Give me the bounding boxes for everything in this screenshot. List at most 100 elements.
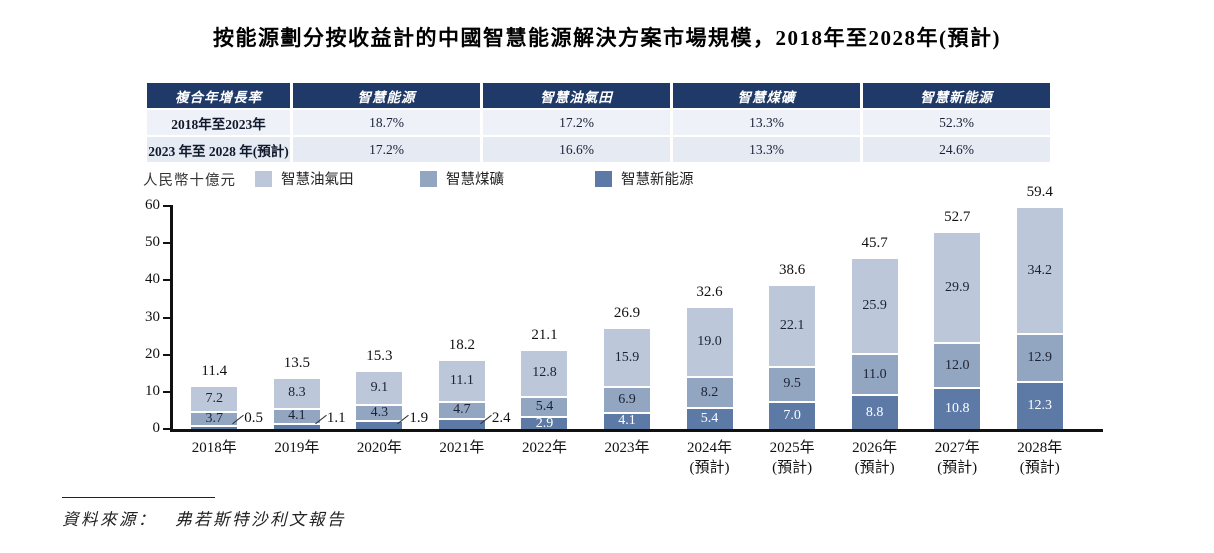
segment-value-label: 9.1 [370,380,389,395]
y-tick-label: 30 [145,308,160,325]
segment-value-label-outside: 1.9 [409,410,429,426]
bar-group: 18.2 2.4 11.1 4.7 [421,206,511,429]
bar-segment-智慧煤礦: 8.2 [686,378,733,409]
bar-segment-智慧新能源: 2.9 [521,415,568,431]
segment-value-label: 15.9 [614,349,640,365]
x-tick-label: 2023年 [586,438,669,479]
stacked-bar: 7.2 3.7 [191,386,238,429]
bar-segment-智慧油氣田: 11.1 [438,361,485,403]
bar-total-label: 52.7 [944,209,971,226]
bar-segment-智慧煤礦: 12.9 [1016,335,1063,384]
bar-group: 13.5 1.1 8.3 4.1 [256,206,346,429]
table-header-cagr: 複合年增長率 [147,83,290,108]
table-cell: 24.6% [863,137,1050,162]
bar-segment-智慧油氣田: 25.9 [851,259,898,356]
segment-value-label: 8.3 [288,385,306,401]
x-tick-year: 2021年 [439,440,485,456]
bar-total-label: 18.2 [448,337,476,354]
table-cell: 13.3% [673,137,860,162]
segment-value-label: 2.9 [535,415,554,431]
table-cell: 52.3% [863,110,1050,135]
bar-segment-智慧油氣田: 22.1 [769,285,816,368]
segment-value-label: 4.3 [370,404,389,420]
segment-value-label-outside: 2.4 [491,410,511,426]
source-name: 弗若斯特沙利文報告 [175,510,346,529]
bar-total-label: 45.7 [861,235,888,252]
bar-group: 38.6 22.1 9.5 7.0 [751,206,834,429]
stacked-bar: 19.0 8.2 5.4 [686,307,733,429]
x-tick-year: 2019年 [274,440,320,456]
segment-value-label: 4.1 [288,408,306,424]
legend-label: 智慧新能源 [621,172,694,188]
y-tick-mark [163,242,170,245]
segment-value-label: 12.9 [1027,350,1052,366]
stacked-bar: 11.1 4.7 [438,361,485,429]
bar-total-label: 21.1 [531,326,558,343]
x-tick-year: 2027年 [934,440,980,456]
x-tick-year: 2018年 [191,440,237,456]
y-tick-mark [163,316,170,319]
bar-group: 21.1 12.8 5.4 2.9 [503,206,586,431]
source-note: 資料來源： 弗若斯特沙利文報告 [62,506,346,530]
bar-segment-智慧煤礦: 6.9 [604,388,650,414]
bar-group: 59.4 34.2 12.9 12.3 [998,184,1081,429]
legend-swatch-icon [420,171,437,187]
table-header-smart-new-energy: 智慧新能源 [863,83,1050,108]
source-divider [62,497,215,498]
y-tick-mark [163,205,170,207]
bar-segment-智慧油氣田: 12.8 [521,350,568,399]
segment-value-label: 5.4 [535,399,554,415]
bar-segment-智慧油氣田: 9.1 [356,372,403,406]
y-tick-mark [163,428,170,430]
bar-segment-智慧煤礦: 4.3 [356,404,403,422]
y-axis-unit-label: 人民幣十億元 [143,173,236,189]
table-cell: 17.2% [293,137,480,162]
bar-segment-智慧油氣田: 8.3 [273,378,320,410]
x-tick-note: (預計) [937,460,978,477]
segment-value-label: 4.1 [618,413,636,429]
segment-value-label-outside: 1.1 [326,410,346,426]
source-label: 資料來源： [62,510,157,529]
bar-segment-智慧新能源 [438,420,485,429]
bar-segment-智慧煤礦: 4.1 [273,408,320,425]
segment-value-label: 12.8 [532,365,557,381]
x-tick-label: 2018年 [173,438,256,479]
stacked-bar: 12.8 5.4 2.9 [521,350,568,431]
stacked-bar: 29.9 12.0 10.8 [934,233,981,429]
bar-segment-智慧油氣田: 15.9 [604,329,650,389]
bar-group: 52.7 29.9 12.0 10.8 [916,206,999,429]
bar-total-label: 13.5 [283,354,310,371]
y-tick-label: 0 [152,420,161,436]
segment-value-label: 4.7 [453,402,471,418]
segment-value-label: 6.9 [618,392,636,408]
segment-value-label: 5.4 [700,410,719,426]
segment-value-label: 9.5 [783,376,801,392]
bar-group: 26.9 15.9 6.9 4.1 [586,206,669,429]
bar-segment-智慧新能源: 8.8 [851,396,898,429]
bar-segment-智慧新能源: 10.8 [934,388,981,429]
table-header-smart-energy: 智慧能源 [293,83,480,108]
segment-value-label: 19.0 [697,334,722,350]
y-axis-line [170,205,173,431]
segment-value-label: 11.1 [449,372,474,388]
segment-value-label: 7.0 [783,408,801,423]
x-axis-labels: 2018年 2019年 2020年 2021年 2022年 2023年 2024年 (預計) 2… [173,438,1081,479]
bar-segment-智慧新能源: 4.1 [604,413,650,429]
table-header-smart-oil-gas: 智慧油氣田 [483,83,670,108]
x-axis-line [170,429,1103,432]
x-tick-year: 2023年 [604,440,650,456]
bar-segment-智慧新能源: 5.4 [686,408,733,429]
legend-label: 智慧煤礦 [446,172,504,188]
table-row-label: 2023 年至 2028 年(預計) [147,137,290,162]
legend-item-smart-coal: 智慧煤礦 [420,168,504,189]
bar-segment-智慧新能源: 7.0 [769,403,816,429]
x-tick-label: 2020年 [338,438,421,479]
stacked-bar: 8.3 4.1 [273,378,320,429]
y-tick-label: 20 [145,345,160,362]
segment-value-label: 12.0 [944,357,970,373]
bar-segment-智慧油氣田: 29.9 [934,233,981,345]
table-row-label: 2018年至2023年 [147,110,290,135]
bar-segment-智慧新能源 [356,421,403,429]
table-cell: 17.2% [483,110,670,135]
